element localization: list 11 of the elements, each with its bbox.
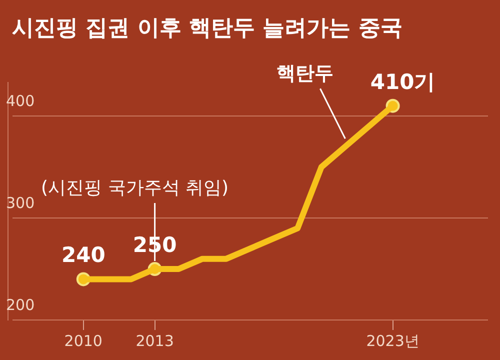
chart-title: 시진핑 집권 이후 핵탄두 늘려가는 중국 [12,16,402,41]
x-tick-label: 2010 [64,332,102,350]
data-label: 410기 [370,70,436,94]
annotation: 핵탄두 [276,62,334,85]
x-tick-label: 2023년 [366,332,420,350]
y-tick-label: 300 [6,194,35,212]
y-tick-label: 200 [6,296,35,314]
data-label: 240 [61,243,106,268]
y-tick-label: 400 [6,92,35,110]
x-tick-label: 2013 [136,332,174,350]
annotation: (시진핑 국가주석 취임) [41,178,229,199]
